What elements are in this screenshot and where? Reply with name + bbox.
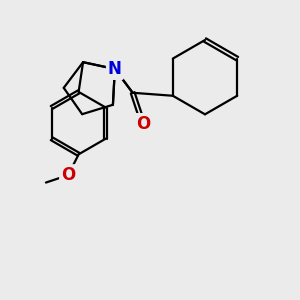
Text: O: O <box>136 115 150 133</box>
Text: O: O <box>61 166 75 184</box>
Text: N: N <box>108 60 122 78</box>
